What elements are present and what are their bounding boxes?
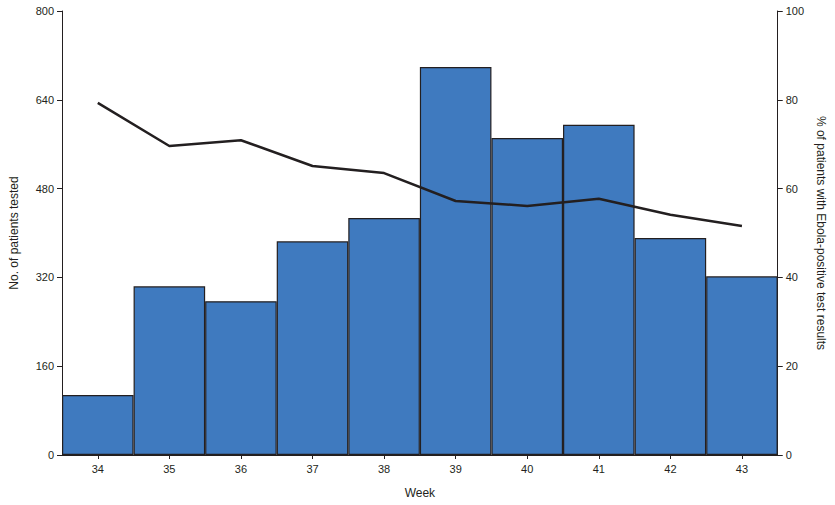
svg-text:Week: Week <box>405 486 436 500</box>
svg-text:80: 80 <box>786 94 798 106</box>
svg-text:35: 35 <box>163 463 175 475</box>
svg-text:37: 37 <box>306 463 318 475</box>
svg-text:41: 41 <box>593 463 605 475</box>
svg-text:640: 640 <box>36 94 54 106</box>
svg-text:60: 60 <box>786 183 798 195</box>
svg-text:100: 100 <box>786 5 804 17</box>
svg-text:% of patients with Ebola-posit: % of patients with Ebola-positive test r… <box>814 116 828 350</box>
svg-text:No. of patients tested: No. of patients tested <box>7 176 21 289</box>
svg-text:800: 800 <box>36 5 54 17</box>
svg-text:34: 34 <box>92 463 104 475</box>
svg-text:20: 20 <box>786 360 798 372</box>
svg-text:42: 42 <box>664 463 676 475</box>
svg-text:0: 0 <box>48 449 54 461</box>
svg-text:0: 0 <box>786 449 792 461</box>
svg-text:36: 36 <box>235 463 247 475</box>
svg-text:40: 40 <box>521 463 533 475</box>
svg-text:43: 43 <box>736 463 748 475</box>
svg-text:40: 40 <box>786 271 798 283</box>
svg-text:39: 39 <box>450 463 462 475</box>
svg-text:160: 160 <box>36 360 54 372</box>
svg-text:38: 38 <box>378 463 390 475</box>
svg-text:480: 480 <box>36 183 54 195</box>
svg-text:320: 320 <box>36 271 54 283</box>
